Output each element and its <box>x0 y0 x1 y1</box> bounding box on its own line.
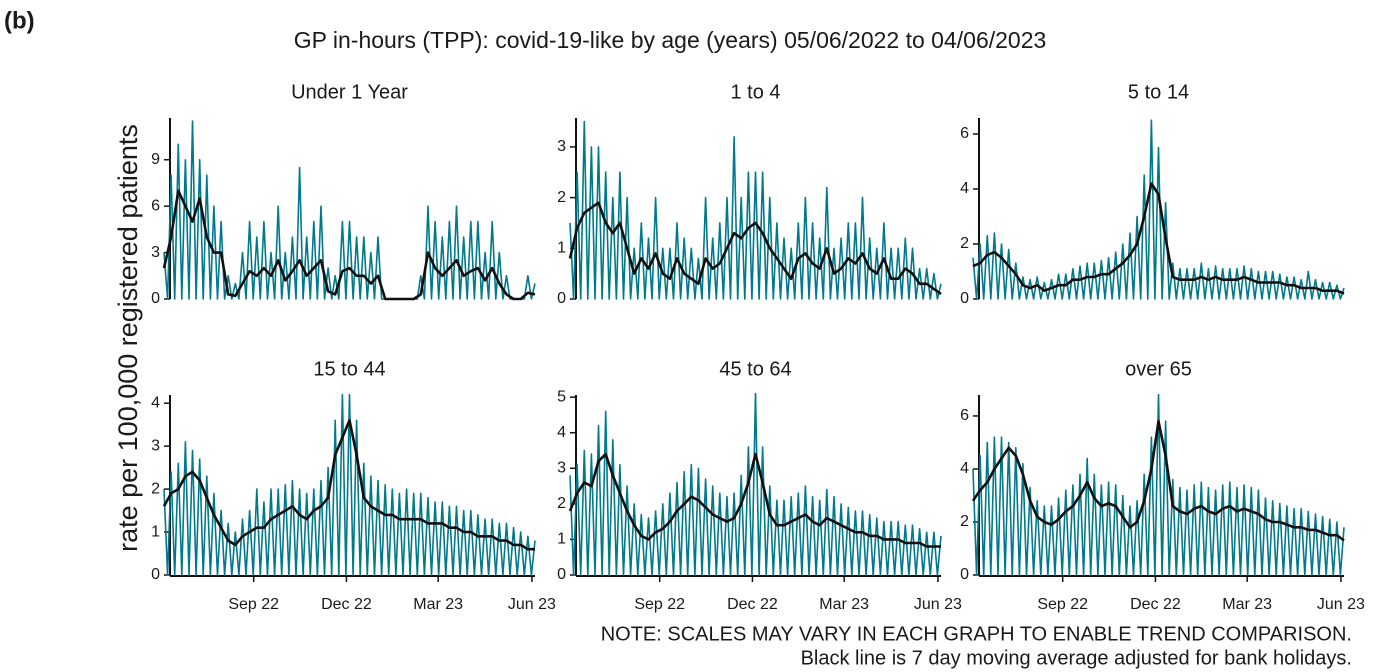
y-tick-label: 2 <box>557 495 566 512</box>
y-tick-label: 0 <box>557 566 566 583</box>
panel-title: over 65 <box>1125 358 1192 380</box>
y-tick-label: 4 <box>960 180 969 197</box>
daily-line <box>972 119 1345 300</box>
daily-line <box>163 120 536 300</box>
y-tick-label: 0 <box>151 566 160 583</box>
y-axis-title: rate per 100,000 registered patients <box>113 124 143 552</box>
moving-average-line <box>162 189 536 301</box>
y-tick-label: 9 <box>151 151 160 168</box>
y-tick-label: 1 <box>151 523 160 540</box>
y-tick-label: 2 <box>960 235 969 252</box>
y-tick-label: 4 <box>151 394 160 411</box>
y-tick-label: 3 <box>151 244 160 261</box>
y-tick-label: 2 <box>557 189 566 206</box>
y-tick-label: 6 <box>151 197 160 214</box>
panel-title: 45 to 64 <box>719 358 791 380</box>
y-tick-label: 2 <box>960 513 969 530</box>
y-tick-label: 1 <box>557 240 566 257</box>
panel-title: 15 to 44 <box>313 358 385 380</box>
note: Black line is 7 day moving average adjus… <box>801 647 1352 669</box>
y-tick-label: 4 <box>960 460 969 477</box>
x-tick-label: Jun 23 <box>1317 596 1365 613</box>
y-tick-label: 2 <box>151 480 160 497</box>
daily-line <box>569 392 942 576</box>
x-tick-label: Dec 22 <box>727 596 778 613</box>
note: NOTE: SCALES MAY VARY IN EACH GRAPH TO E… <box>601 623 1352 645</box>
moving-average-line <box>972 182 1345 295</box>
x-tick-label: Sep 22 <box>228 596 279 613</box>
y-tick-label: 0 <box>960 290 969 307</box>
panel-title: 1 to 4 <box>730 81 780 103</box>
y-tick-label: 0 <box>557 290 566 307</box>
panel-label: (b) <box>4 7 35 34</box>
moving-average-line <box>162 419 535 551</box>
x-tick-label: Dec 22 <box>1130 596 1181 613</box>
y-tick-label: 6 <box>960 125 969 142</box>
panel-title: 5 to 14 <box>1128 81 1189 103</box>
y-tick-label: 3 <box>151 437 160 454</box>
moving-average-line <box>568 452 941 548</box>
x-tick-label: Mar 23 <box>1222 596 1272 613</box>
y-tick-label: 5 <box>557 388 566 405</box>
x-tick-label: Mar 23 <box>819 596 869 613</box>
daily-line <box>569 120 942 300</box>
figure-title: GP in-hours (TPP): covid-19-like by age … <box>294 27 1047 53</box>
y-tick-label: 0 <box>151 290 160 307</box>
y-tick-label: 6 <box>960 407 969 424</box>
moving-average-line <box>568 201 942 295</box>
x-tick-label: Mar 23 <box>413 596 463 613</box>
y-tick-label: 3 <box>557 459 566 476</box>
y-tick-label: 1 <box>557 531 566 548</box>
x-tick-label: Jun 23 <box>914 596 962 613</box>
moving-average-line <box>971 419 1345 542</box>
panel-title: Under 1 Year <box>291 81 408 103</box>
y-tick-label: 4 <box>557 424 566 441</box>
y-tick-label: 3 <box>557 138 566 155</box>
x-tick-label: Sep 22 <box>1037 596 1088 613</box>
daily-line <box>163 393 536 576</box>
daily-line <box>972 393 1345 576</box>
x-tick-label: Dec 22 <box>321 596 372 613</box>
x-tick-label: Sep 22 <box>634 596 685 613</box>
x-tick-label: Jun 23 <box>508 596 556 613</box>
y-tick-label: 0 <box>960 566 969 583</box>
